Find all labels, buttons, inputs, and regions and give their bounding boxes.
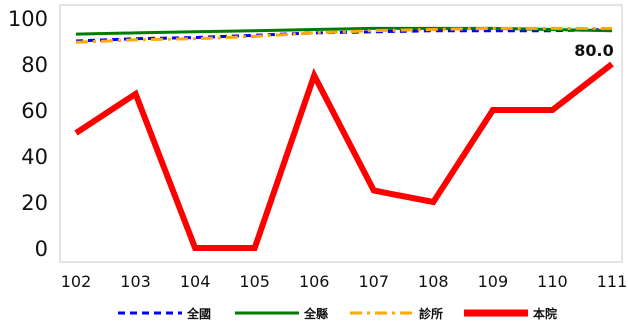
x-tick-label: 108 [418,272,449,291]
legend-label: 本院 [533,306,557,321]
x-tick-label: 102 [61,272,92,291]
plot-area [59,4,623,263]
x-tick-label: 106 [299,272,330,291]
legend-item: 全縣 [235,306,328,321]
legend-label: 全國 [186,306,211,321]
y-axis-tick-labels: 0 20 40 60 80 100 [8,7,48,261]
x-tick-label: 107 [359,272,390,291]
legend: 全國 全縣 診所 本院 [118,306,557,321]
data-label: 80.0 [574,41,613,60]
x-tick-label: 110 [537,272,568,291]
x-axis-tick-labels: 102 103 104 105 106 107 108 109 110 111 [61,272,628,291]
y-tick-label: 80 [21,53,48,77]
x-tick-label: 103 [120,272,151,291]
x-tick-label: 111 [597,272,628,291]
series-line-4 [74,61,614,251]
legend-item: 本院 [464,306,557,321]
x-tick-label: 109 [478,272,509,291]
legend-item: 診所 [350,306,443,321]
legend-label: 全縣 [303,306,328,321]
y-tick-label: 20 [21,191,48,215]
series-line-2 [75,26,613,36]
x-tick-label: 105 [239,272,270,291]
series-lines [74,26,614,251]
x-tick-label: 104 [180,272,211,291]
plot-border [59,4,623,263]
legend-label: 診所 [419,306,443,321]
y-tick-label: 40 [21,145,48,169]
data-labels: 80.0 [574,41,613,60]
y-tick-label: 0 [35,237,48,261]
legend-item: 全國 [118,306,211,321]
series-line-3 [75,26,612,44]
y-tick-label: 60 [21,99,48,123]
y-tick-label: 100 [8,7,48,31]
